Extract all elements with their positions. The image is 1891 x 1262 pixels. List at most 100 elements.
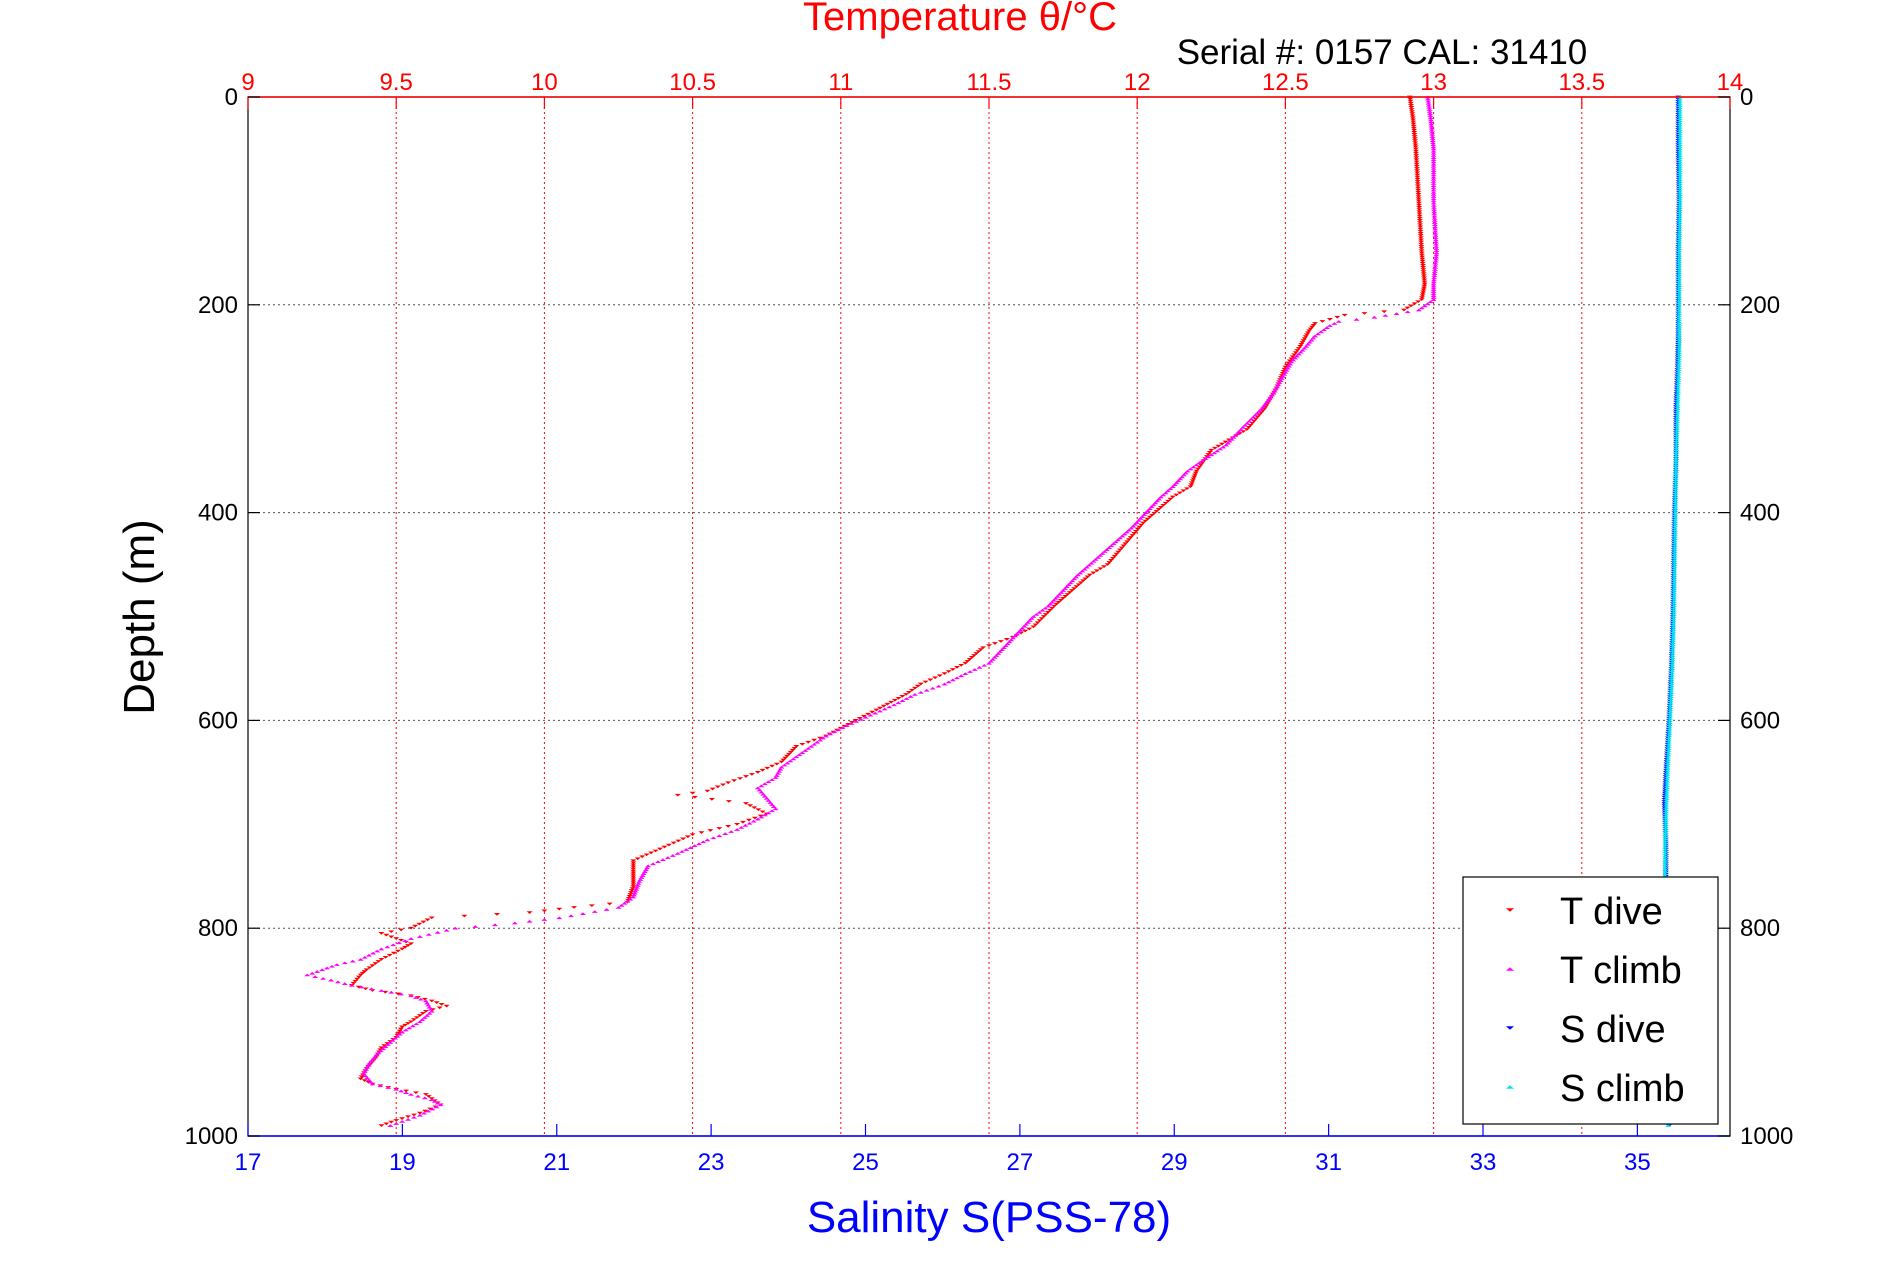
data-point [1676,247,1683,250]
data-point [1676,327,1683,330]
data-point [1028,617,1035,620]
data-point [1424,97,1431,101]
data-point [872,711,879,715]
data-point [1669,658,1676,662]
data-point [674,852,681,855]
data-point [895,696,902,700]
data-point [1674,411,1681,415]
data-point [1419,255,1426,259]
data-point [1669,660,1676,664]
data-point [1676,234,1683,237]
data-point [867,713,874,717]
data-point [383,933,390,937]
data-point [1430,151,1437,155]
data-point [1430,280,1437,284]
data-point [1676,273,1683,276]
data-point [603,908,610,911]
data-point [1272,387,1279,391]
data-point [1675,366,1682,369]
data-point [1672,511,1679,514]
data-point [393,1119,400,1122]
data-point [1143,511,1150,514]
data-point [1666,732,1673,735]
data-point [725,800,732,803]
data-point [1662,848,1669,851]
data-point [1417,236,1424,240]
data-point [1662,850,1669,853]
data-point [1674,416,1681,419]
data-point [1672,470,1679,473]
data-point [1410,118,1417,122]
data-point [1308,338,1315,342]
data-point [1676,147,1683,151]
data-point [1676,277,1683,281]
data-point [631,893,638,897]
data-point [1427,112,1434,115]
data-point [986,661,992,665]
data-point [1199,461,1206,465]
data-point [1673,444,1680,447]
data-point [1420,270,1427,273]
data-point [1662,841,1669,845]
data-point [1430,288,1437,292]
data-point [405,1022,412,1025]
data-point [1183,487,1190,491]
data-point [927,678,934,682]
legend-label-s-dive: S dive [1560,1009,1666,1051]
data-point [1671,545,1678,549]
data-point [1149,513,1156,517]
data-point [362,1068,369,1071]
data-point [1412,139,1419,142]
data-point [1015,630,1022,634]
data-point [1173,493,1180,497]
data-point [1676,318,1683,322]
data-point [787,750,794,754]
data-point [1428,120,1435,124]
data-point [408,942,415,946]
data-point [691,795,698,799]
data-point [387,1124,394,1127]
data-point [1429,133,1436,136]
data-point [1670,636,1677,640]
data-point [1419,294,1426,298]
data-point [382,1045,389,1048]
data-point [1053,602,1060,606]
data-point [419,1018,426,1021]
data-point [1215,444,1222,448]
data-point [1108,544,1115,548]
data-point [370,951,377,955]
data-point [1668,675,1675,679]
data-point [1071,587,1078,590]
data-point [1670,599,1677,603]
data-point [1428,126,1435,130]
data-point [1669,643,1676,646]
data-point [799,742,806,746]
data-point [1135,519,1142,522]
data-point [1676,110,1683,114]
data-point [568,914,575,918]
data-point [393,1087,400,1091]
data-point [1676,221,1683,224]
data-point [443,928,450,932]
data-point [628,891,635,894]
data-point [1432,261,1439,265]
data-point [1430,143,1437,147]
data-point [1663,799,1670,803]
data-point [399,1030,406,1034]
data-point [1673,448,1680,452]
data-point [1128,526,1135,530]
data-point [1023,622,1030,626]
data-point [1109,556,1116,560]
data-point [1430,186,1437,190]
data-point [1032,623,1039,627]
data-point [1663,805,1670,809]
data-point [1258,411,1265,415]
data-point [304,973,311,977]
data-point [725,825,732,828]
data-point [1676,186,1683,190]
data-point [363,968,370,972]
data-point [1280,375,1287,378]
data-point [369,1082,376,1086]
data-point [1430,160,1437,164]
data-point [1672,472,1679,475]
